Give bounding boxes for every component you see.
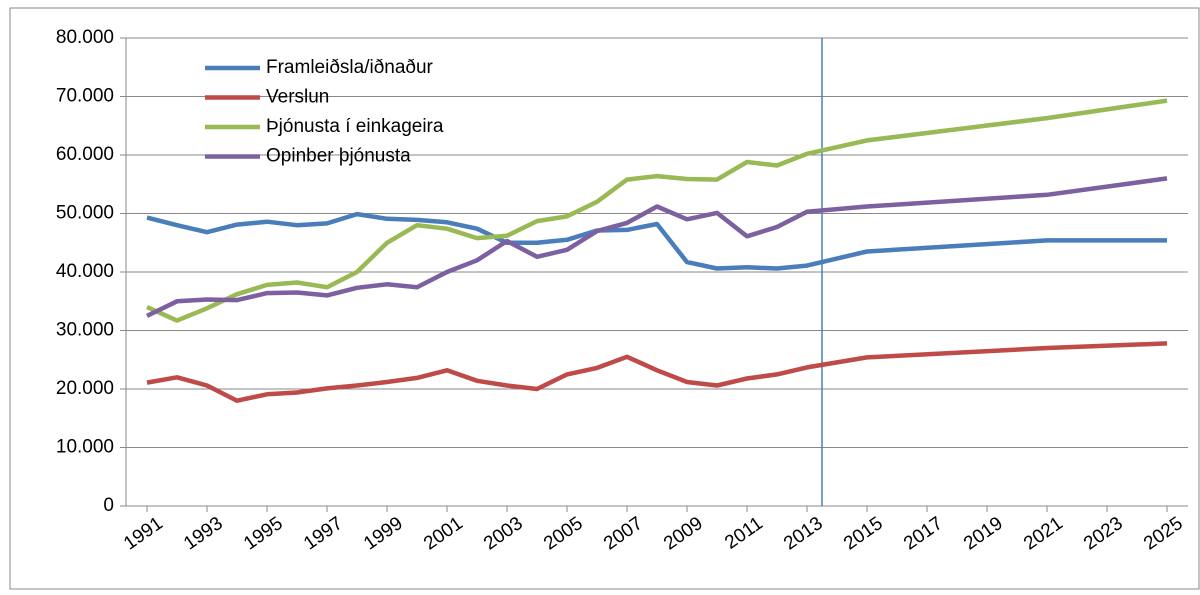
data-line bbox=[146, 341, 1168, 403]
y-tick-label: 20.000 bbox=[56, 378, 114, 399]
data-line bbox=[146, 211, 1167, 271]
y-tick-label: 70.000 bbox=[56, 86, 114, 107]
y-tick-label: 10.000 bbox=[56, 437, 114, 458]
legend-label: Verslun bbox=[266, 87, 329, 108]
y-tick-label: 40.000 bbox=[56, 261, 114, 282]
legend-label: Framleiðsla/iðnaður bbox=[266, 57, 434, 78]
y-tick-label: 0 bbox=[103, 495, 114, 516]
y-tick-label: 50.000 bbox=[56, 203, 114, 224]
data-line bbox=[146, 98, 1168, 323]
y-tick-label: 80.000 bbox=[56, 27, 114, 48]
legend-label: Þjónusta í einkageira bbox=[266, 116, 444, 137]
data-line bbox=[146, 176, 1168, 318]
y-tick-label: 60.000 bbox=[56, 144, 114, 165]
y-tick-label: 30.000 bbox=[56, 320, 114, 341]
legend-label: Opinber þjónusta bbox=[266, 146, 411, 167]
